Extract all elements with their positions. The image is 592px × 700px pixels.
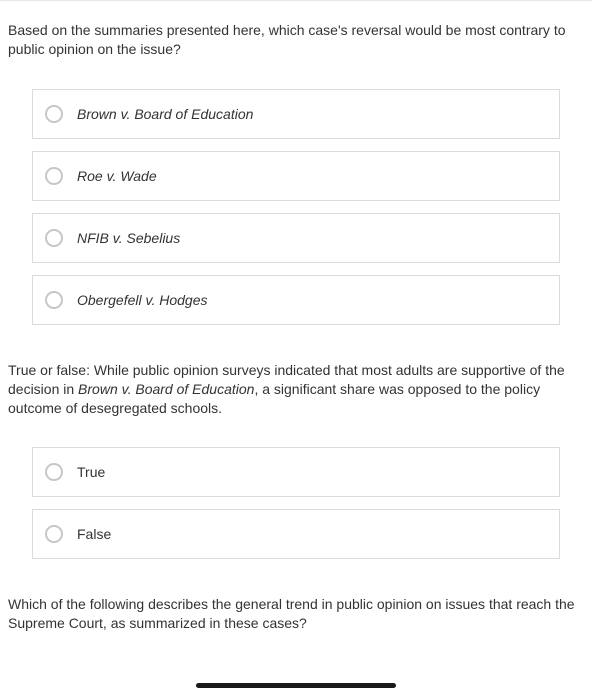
question-1-options: Brown v. Board of Education Roe v. Wade …	[8, 89, 584, 325]
option-label: Obergefell v. Hodges	[77, 292, 207, 308]
radio-icon	[45, 105, 63, 123]
option-label: True	[77, 464, 105, 480]
option-label: False	[77, 526, 111, 542]
radio-icon	[45, 525, 63, 543]
option-label: Roe v. Wade	[77, 168, 157, 184]
option-label: NFIB v. Sebelius	[77, 230, 180, 246]
q2-em: Brown v. Board of Education	[78, 381, 254, 397]
radio-icon	[45, 167, 63, 185]
radio-icon	[45, 291, 63, 309]
option-roe[interactable]: Roe v. Wade	[32, 151, 560, 201]
question-3-text: Which of the following describes the gen…	[8, 595, 584, 633]
radio-icon	[45, 463, 63, 481]
scroll-indicator[interactable]	[196, 683, 396, 688]
option-false[interactable]: False	[32, 509, 560, 559]
option-true[interactable]: True	[32, 447, 560, 497]
question-2-text: True or false: While public opinion surv…	[8, 361, 584, 418]
question-1-text: Based on the summaries presented here, w…	[8, 7, 584, 59]
option-obergefell[interactable]: Obergefell v. Hodges	[32, 275, 560, 325]
option-label: Brown v. Board of Education	[77, 106, 253, 122]
radio-icon	[45, 229, 63, 247]
question-2-options: True False	[8, 447, 584, 559]
option-brown[interactable]: Brown v. Board of Education	[32, 89, 560, 139]
option-nfib[interactable]: NFIB v. Sebelius	[32, 213, 560, 263]
